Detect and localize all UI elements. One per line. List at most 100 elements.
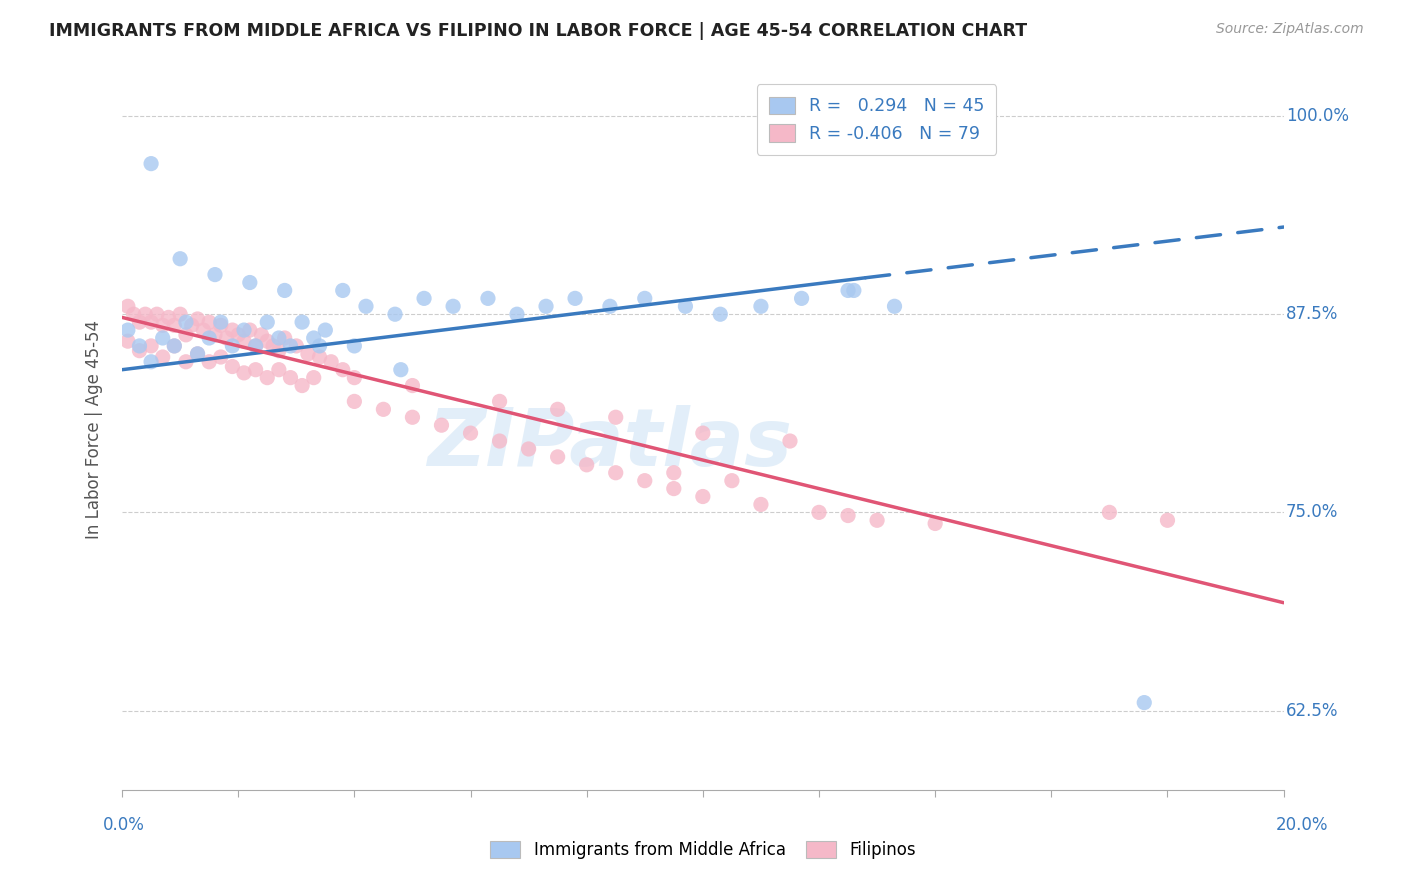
Point (837, 508, 859, 523)
Point (169, 307, 191, 321)
Point (488, 394, 510, 409)
Point (673, 299, 696, 313)
Legend: Immigrants from Middle Africa, Filipinos: Immigrants from Middle Africa, Filipinos (484, 834, 922, 866)
Point (239, 323, 262, 337)
Text: 62.5%: 62.5% (1286, 701, 1339, 720)
Point (517, 442, 540, 456)
Point (256, 370, 278, 384)
Point (373, 402, 395, 417)
Point (122, 307, 145, 321)
Point (174, 327, 197, 342)
Point (477, 291, 499, 305)
Point (233, 366, 256, 380)
Point (547, 450, 569, 464)
Point (163, 339, 186, 353)
Point (605, 410, 627, 425)
Point (389, 362, 412, 376)
Point (280, 339, 302, 353)
Point (139, 315, 162, 329)
Point (321, 355, 343, 369)
Point (233, 334, 256, 348)
Point (692, 426, 714, 441)
Text: 0.0%: 0.0% (103, 816, 145, 834)
Text: 100.0%: 100.0% (1286, 107, 1348, 125)
Point (267, 331, 290, 345)
Point (256, 334, 278, 348)
Point (721, 474, 744, 488)
Point (599, 299, 621, 313)
Point (709, 307, 731, 321)
Point (332, 284, 354, 298)
Point (193, 323, 215, 337)
Point (924, 516, 946, 531)
Point (209, 315, 232, 329)
Point (1133, 696, 1156, 710)
Point (488, 434, 510, 448)
Point (662, 466, 685, 480)
Point (117, 334, 139, 348)
Point (506, 307, 529, 321)
Point (169, 252, 191, 266)
Point (117, 323, 139, 337)
Point (534, 299, 557, 313)
Point (128, 343, 150, 358)
Point (221, 323, 243, 337)
Point (245, 362, 267, 376)
Point (209, 318, 232, 333)
Point (198, 355, 221, 369)
Point (163, 339, 186, 353)
Point (564, 291, 586, 305)
Text: IMMIGRANTS FROM MIDDLE AFRICA VS FILIPINO IN LABOR FORCE | AGE 45-54 CORRELATION: IMMIGRANTS FROM MIDDLE AFRICA VS FILIPIN… (49, 22, 1028, 40)
Point (460, 426, 482, 441)
Point (204, 327, 226, 342)
Legend: R =   0.294   N = 45, R = -0.406   N = 79: R = 0.294 N = 45, R = -0.406 N = 79 (756, 85, 997, 155)
Point (749, 299, 772, 313)
Point (384, 307, 406, 321)
Point (842, 284, 865, 298)
Point (634, 474, 657, 488)
Point (302, 331, 325, 345)
Point (883, 299, 905, 313)
Point (302, 370, 325, 384)
Point (343, 370, 366, 384)
Point (343, 339, 366, 353)
Point (401, 378, 423, 392)
Point (134, 307, 156, 321)
Point (152, 318, 174, 333)
Point (1156, 513, 1178, 527)
Point (174, 355, 197, 369)
Point (662, 482, 685, 496)
Point (139, 355, 162, 369)
Point (308, 350, 330, 364)
Point (267, 343, 290, 358)
Point (233, 323, 256, 337)
Point (441, 299, 464, 313)
Point (198, 315, 221, 329)
Point (280, 370, 302, 384)
Point (204, 268, 226, 282)
Point (790, 291, 813, 305)
Point (297, 347, 319, 361)
Point (273, 331, 295, 345)
Point (575, 458, 598, 472)
Text: 20.0%: 20.0% (1277, 816, 1329, 834)
Point (256, 315, 278, 329)
Text: ZIPatlas: ZIPatlas (427, 405, 793, 483)
Point (139, 156, 162, 170)
Point (152, 350, 174, 364)
Point (401, 410, 423, 425)
Text: 87.5%: 87.5% (1286, 305, 1339, 323)
Point (245, 339, 267, 353)
Point (749, 498, 772, 512)
Point (692, 490, 714, 504)
Point (209, 350, 232, 364)
Point (245, 339, 267, 353)
Point (808, 505, 831, 519)
Point (187, 347, 209, 361)
Point (215, 331, 238, 345)
Point (128, 315, 150, 329)
Point (291, 315, 314, 329)
Point (291, 378, 314, 392)
Point (430, 418, 453, 433)
Point (146, 307, 169, 321)
